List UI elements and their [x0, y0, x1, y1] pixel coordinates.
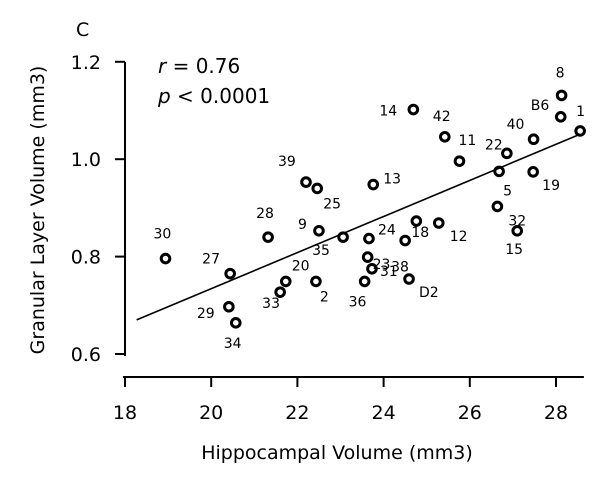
- r-symbol: r: [158, 54, 168, 78]
- point-label: 8: [556, 65, 565, 81]
- p-value: < 0.0001: [171, 84, 270, 108]
- data-point: [574, 125, 586, 137]
- data-point: [159, 252, 172, 265]
- x-tick-label: 28: [544, 402, 568, 424]
- data-point: [527, 133, 540, 146]
- data-point: [511, 224, 524, 237]
- point-label: 11: [458, 133, 476, 149]
- data-point: [223, 300, 235, 313]
- point-label: 13: [383, 172, 401, 188]
- point-label: 27: [202, 252, 220, 268]
- axes: 0.60.81.01.218 20 22 24 26 28: [71, 52, 584, 424]
- point-label: 1: [576, 104, 585, 120]
- data-point: [262, 231, 274, 243]
- data-point: [311, 182, 324, 195]
- point-label: D2: [419, 285, 439, 301]
- point-labels: 302729342833203925923513242331363818D214…: [154, 65, 586, 351]
- point-label: 34: [224, 336, 242, 352]
- y-axis-title: Granular Layer Volume (mm3): [27, 66, 49, 355]
- y-tick-label: 1.0: [71, 149, 101, 171]
- x-tick-label: 20: [199, 402, 223, 424]
- data-point: [313, 224, 325, 237]
- data-point: [367, 178, 380, 191]
- data-point: [527, 166, 539, 178]
- p-value-stat: p < 0.0001: [157, 84, 270, 108]
- data-point: [279, 275, 292, 288]
- y-tick-label: 1.2: [71, 52, 101, 74]
- data-point: [501, 147, 513, 160]
- data-point: [493, 165, 505, 178]
- x-tick-label: 26: [458, 402, 482, 424]
- point-label: 22: [485, 137, 503, 153]
- y-tick-label: 0.6: [71, 344, 101, 366]
- r-value: = 0.76: [166, 54, 240, 78]
- point-label: 35: [312, 243, 330, 259]
- data-point: [337, 231, 349, 243]
- data-point: [453, 155, 466, 167]
- correlation-stat: r = 0.76: [158, 54, 240, 78]
- data-point: [554, 111, 567, 123]
- point-label: 40: [507, 117, 525, 133]
- point-label: 9: [298, 217, 307, 233]
- data-point: [229, 317, 242, 329]
- point-label: 25: [323, 196, 341, 212]
- data-point: [224, 267, 236, 280]
- data-point: [310, 275, 322, 288]
- point-label: B6: [531, 98, 550, 114]
- data-point: [363, 232, 375, 245]
- point-label: 2: [320, 289, 329, 305]
- point-label: 14: [379, 104, 397, 120]
- point-label: 12: [450, 229, 468, 245]
- point-label: 28: [256, 206, 274, 222]
- data-point: [399, 234, 411, 247]
- point-label: 15: [505, 242, 523, 258]
- point-label: 36: [349, 294, 367, 310]
- data-point: [274, 286, 286, 298]
- x-tick-label: 18: [113, 402, 137, 424]
- data-point: [407, 103, 420, 116]
- data-points: [159, 89, 586, 329]
- data-point: [366, 262, 378, 275]
- panel-label: C: [76, 19, 89, 41]
- point-label: 31: [380, 264, 398, 280]
- data-point: [300, 176, 312, 188]
- x-axis-title: Hippocampal Volume (mm3): [201, 442, 473, 464]
- data-point: [439, 130, 451, 143]
- x-tick-label: 22: [285, 402, 309, 424]
- data-point: [358, 275, 371, 288]
- point-label: 39: [278, 154, 296, 170]
- point-label: 30: [154, 227, 172, 243]
- point-label: 29: [197, 306, 215, 322]
- point-label: 23: [373, 257, 391, 273]
- point-label: 20: [292, 258, 310, 274]
- data-point: [432, 217, 445, 229]
- data-point: [403, 273, 415, 285]
- point-label: 19: [542, 178, 560, 194]
- point-label: 33: [262, 296, 280, 312]
- point-label: 24: [378, 223, 396, 239]
- data-point: [555, 89, 568, 102]
- x-tick-label: 24: [372, 402, 396, 424]
- point-label: 42: [433, 109, 451, 125]
- data-point: [491, 200, 504, 213]
- y-tick-label: 0.8: [71, 247, 101, 269]
- regression-line-group: [136, 133, 581, 321]
- point-label: 32: [508, 213, 526, 229]
- data-point: [410, 215, 423, 227]
- regression-line: [136, 133, 581, 321]
- p-symbol: p: [157, 84, 171, 108]
- data-point: [361, 251, 374, 263]
- point-label: 18: [411, 225, 429, 241]
- point-label: 38: [391, 260, 409, 276]
- point-label: 5: [503, 183, 512, 199]
